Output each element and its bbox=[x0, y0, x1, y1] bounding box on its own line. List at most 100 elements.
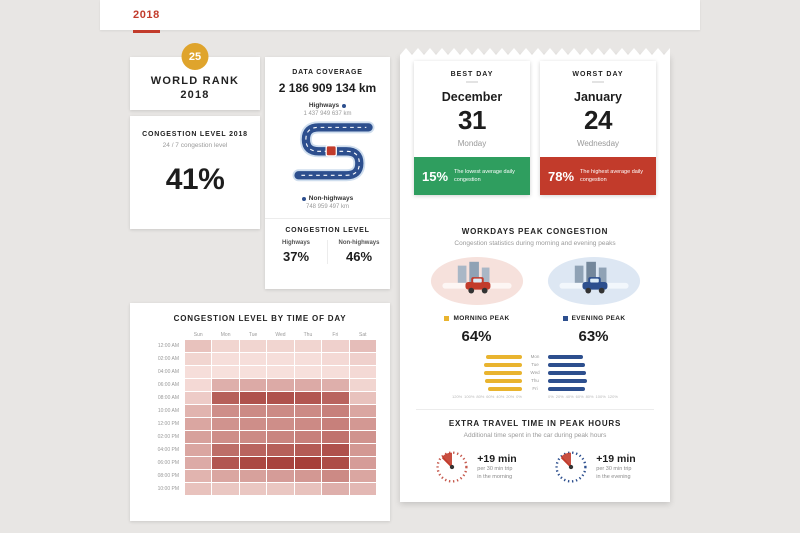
heatmap-cell bbox=[239, 470, 267, 482]
coverage-highways-label: Highways bbox=[281, 240, 310, 246]
heatmap-cell bbox=[212, 431, 239, 443]
heatmap-cell bbox=[212, 418, 239, 430]
congestion-level-title: CONGESTION LEVEL 2018 bbox=[142, 131, 248, 138]
heatmap-cell bbox=[349, 470, 376, 482]
heatmap-cell bbox=[185, 405, 212, 417]
heatmap-cell bbox=[185, 483, 212, 495]
peak-bar-row: Mon bbox=[452, 354, 618, 359]
axis-tick: 60% bbox=[486, 394, 495, 399]
axis-tick: 80% bbox=[585, 394, 594, 399]
evening-peak-legend: EVENING PEAK bbox=[562, 315, 626, 322]
heatmap-cell bbox=[212, 483, 239, 495]
world-rank-badge: 25 bbox=[181, 43, 209, 70]
heatmap-cell bbox=[185, 353, 212, 365]
heatmap-cell bbox=[322, 405, 349, 417]
heatmap-cell bbox=[267, 379, 294, 391]
heatmap-col-header: Mon bbox=[220, 332, 231, 338]
highways-label-row: Highways bbox=[265, 102, 390, 109]
heatmap-grid: Sun Mon Tue Wed Thu Fri Sat 12:00 AM 02:00 AM 04:… bbox=[138, 331, 376, 495]
peak-illustrations bbox=[400, 256, 670, 306]
morning-axis-ticks: 120% 100% 80% 60% 40% 20% 0% bbox=[452, 394, 522, 399]
heatmap-cell bbox=[267, 431, 294, 443]
morning-extra-value: +19 min bbox=[477, 452, 517, 465]
coverage-non-highways-value: 46% bbox=[345, 249, 373, 264]
heatmap-cell bbox=[322, 366, 349, 378]
morning-peak-swatch bbox=[444, 316, 450, 321]
evening-peak-value: 63% bbox=[578, 328, 609, 345]
heatmap-cell bbox=[322, 483, 349, 495]
heatmap-cell bbox=[239, 392, 267, 404]
axis-tick: 20% bbox=[506, 394, 515, 399]
heatmap-cell bbox=[239, 444, 267, 456]
axis-tick: 80% bbox=[476, 394, 485, 399]
location-marker-icon bbox=[325, 145, 337, 157]
evening-axis-ticks: 0% 20% 40% 60% 80% 100% 120% bbox=[548, 394, 618, 399]
highways-label: Highways bbox=[308, 102, 340, 109]
congestion-level-value: 41% bbox=[165, 163, 225, 196]
heatmap-row-label: 06:00 AM bbox=[157, 382, 179, 388]
heatmap-cell bbox=[185, 340, 212, 352]
paper-zigzag-edge bbox=[400, 48, 670, 55]
best-worst-section: BEST DAY December 31 Monday 15% The lowe… bbox=[400, 55, 670, 227]
heatmap-cell bbox=[239, 366, 267, 378]
data-coverage-card: DATA COVERAGE 2 186 909 134 km Highways … bbox=[265, 57, 390, 289]
worst-day-title: WORST DAY bbox=[540, 71, 656, 83]
coverage-highways-col: Highways 37% bbox=[265, 240, 327, 264]
heatmap-cell bbox=[185, 418, 212, 430]
peak-bar-row: Thu bbox=[452, 378, 618, 383]
best-day-card: BEST DAY December 31 Monday 15% The lowe… bbox=[414, 61, 530, 195]
heatmap-cell bbox=[185, 366, 212, 378]
bar-day-label: Fri bbox=[532, 386, 538, 391]
peak-bar-row: Tue bbox=[452, 362, 618, 367]
congestion-level-subtitle: 24 / 7 congestion level bbox=[162, 142, 228, 149]
axis-tick: 40% bbox=[565, 394, 574, 399]
heatmap-cell bbox=[239, 405, 267, 417]
heatmap-col-header: Wed bbox=[275, 332, 286, 338]
heatmap-row-label: 10:00 PM bbox=[157, 486, 179, 492]
morning-peak-value: 64% bbox=[461, 328, 492, 345]
heatmap-col-header: Sun bbox=[193, 332, 203, 338]
tab-2018[interactable]: 2018 bbox=[133, 0, 160, 33]
road-illustration bbox=[265, 120, 390, 195]
bar-day-label: Mon bbox=[530, 354, 540, 359]
heatmap-cell bbox=[185, 457, 212, 469]
morning-city-illustration bbox=[430, 257, 523, 305]
best-day-caption: The lowest average daily congestion bbox=[454, 168, 515, 183]
heatmap-cell bbox=[322, 418, 349, 430]
heatmap-cell bbox=[267, 444, 294, 456]
peak-bar-row: Fri bbox=[452, 386, 618, 391]
heatmap-cell bbox=[267, 418, 294, 430]
heatmap-cell bbox=[267, 405, 294, 417]
tab-2018-label: 2018 bbox=[133, 9, 160, 21]
axis-tick: 120% bbox=[452, 394, 463, 399]
worst-day-caption: The highest average daily congestion bbox=[580, 168, 644, 183]
heatmap-cell bbox=[239, 431, 267, 443]
evening-peak-label: EVENING PEAK bbox=[571, 315, 626, 322]
heatmap-cell bbox=[322, 392, 349, 404]
heatmap-cell bbox=[185, 379, 212, 391]
heatmap-cell bbox=[212, 353, 239, 365]
extra-travel-subtitle: Additional time spent in the car during … bbox=[463, 432, 607, 439]
axis-tick: 60% bbox=[575, 394, 584, 399]
heatmap-cell bbox=[349, 444, 376, 456]
axis-tick: 0% bbox=[548, 394, 554, 399]
bar-day-label: Thu bbox=[531, 378, 539, 383]
heatmap-cell bbox=[322, 340, 349, 352]
tab-active-indicator bbox=[133, 30, 160, 33]
morning-bar bbox=[485, 354, 522, 359]
morning-bar bbox=[483, 370, 522, 375]
workdays-peak-subtitle: Congestion statistics during morning and… bbox=[454, 240, 616, 247]
heatmap-cell bbox=[212, 366, 239, 378]
worst-day-number: 24 bbox=[584, 105, 612, 135]
morning-gauge-icon bbox=[436, 451, 468, 483]
heatmap-cell bbox=[322, 457, 349, 469]
heatmap-cell bbox=[294, 418, 322, 430]
heatmap-cell bbox=[322, 470, 349, 482]
heatmap-cell bbox=[239, 353, 267, 365]
morning-extra-per: per 30 min trip bbox=[477, 465, 513, 472]
heatmap-cell bbox=[349, 418, 376, 430]
heatmap-cell bbox=[267, 457, 294, 469]
bar-day-label: Tue bbox=[531, 362, 539, 367]
heatmap-cell bbox=[294, 470, 322, 482]
heatmap-row-label: 12:00 PM bbox=[157, 421, 179, 427]
